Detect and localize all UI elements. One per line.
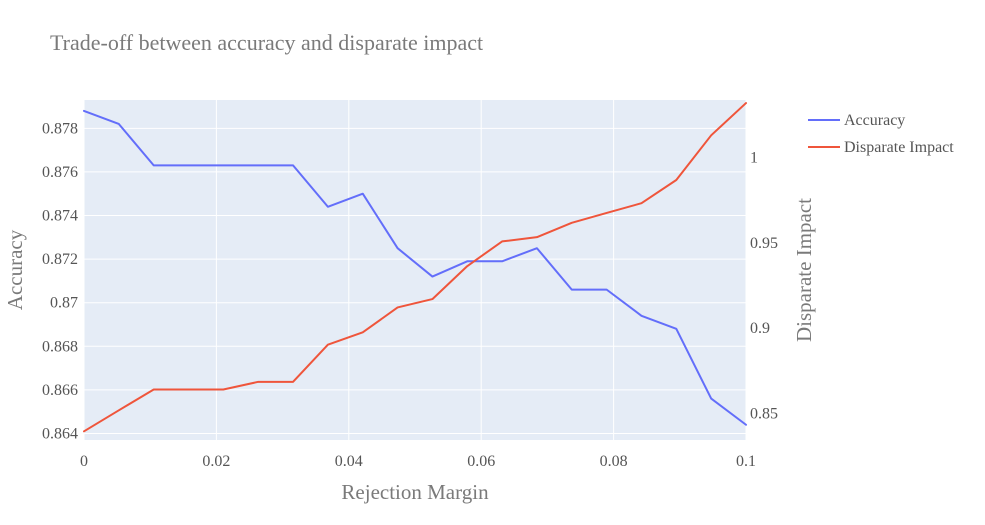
x-axis-title: Rejection Margin <box>341 480 489 504</box>
y2-axis-title: Disparate Impact <box>792 198 816 342</box>
plot-area <box>84 100 746 440</box>
legend[interactable]: Accuracy Disparate Impact <box>808 112 954 156</box>
x-tick-label: 0.06 <box>467 453 495 470</box>
y-tick-label: 0.864 <box>42 425 78 442</box>
y-tick-label: 0.878 <box>42 120 78 137</box>
legend-item-accuracy[interactable]: Accuracy <box>808 112 905 129</box>
x-axis: 0 0.02 0.04 0.06 0.08 0.1 <box>80 453 756 470</box>
y-tick-label: 0.866 <box>42 382 78 399</box>
y2-tick-label: 0.85 <box>750 405 778 422</box>
y-tick-label: 0.874 <box>42 208 78 225</box>
y2-tick-label: 0.9 <box>750 320 770 337</box>
y-tick-label: 0.87 <box>50 295 78 312</box>
y-tick-label: 0.868 <box>42 338 78 355</box>
x-tick-label: 0 <box>80 453 88 470</box>
series-line-accuracy <box>83 109 747 426</box>
series-line-disparate-impact <box>83 102 747 433</box>
y-axis-left: 0.864 0.866 0.868 0.87 0.872 0.874 0.876 0.878 <box>42 120 78 442</box>
y-axis-right: 0.85 0.9 0.95 1 <box>750 149 778 422</box>
y2-tick-label: 0.95 <box>750 235 778 252</box>
legend-item-disparate-impact[interactable]: Disparate Impact <box>808 139 954 156</box>
y2-tick-label: 1 <box>750 149 758 166</box>
x-tick-label: 0.02 <box>202 453 230 470</box>
y-axis-title: Accuracy <box>3 229 27 310</box>
legend-label-accuracy: Accuracy <box>844 112 905 129</box>
series-layer <box>83 102 747 433</box>
chart-title: Trade-off between accuracy and disparate… <box>50 30 483 55</box>
y-tick-label: 0.876 <box>42 164 78 181</box>
x-tick-label: 0.1 <box>736 453 756 470</box>
y-tick-label: 0.872 <box>42 251 78 268</box>
legend-label-disparate-impact: Disparate Impact <box>844 139 954 156</box>
x-tick-label: 0.08 <box>600 453 628 470</box>
x-tick-label: 0.04 <box>335 453 363 470</box>
